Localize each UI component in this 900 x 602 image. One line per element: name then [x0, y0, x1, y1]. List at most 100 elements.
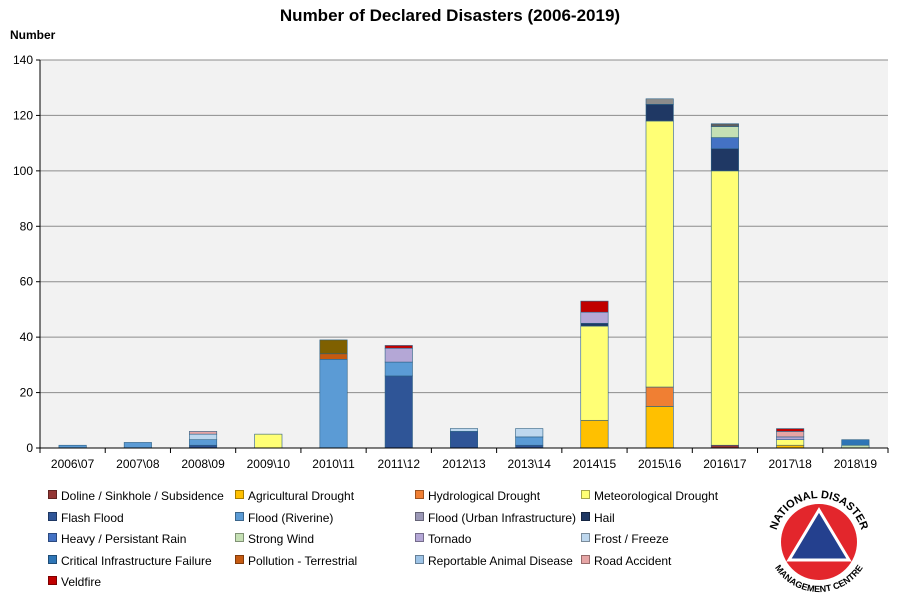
- x-tick-label: 2010\11: [312, 457, 355, 471]
- bar-segment: [580, 419, 609, 449]
- legend-item: Reportable Animal Disease: [415, 554, 573, 568]
- legend-label: Heavy / Persistant Rain: [61, 532, 187, 546]
- legend-label: Flash Flood: [61, 510, 124, 525]
- bar-segment: [450, 428, 478, 432]
- bar-segment: [123, 442, 152, 449]
- bar-segment: [645, 120, 674, 388]
- x-tick-label: 2018\19: [834, 457, 878, 471]
- x-tick-label: 2009\10: [247, 457, 291, 471]
- x-tick-label: 2008\09: [181, 457, 225, 471]
- legend-swatch: [235, 490, 244, 499]
- legend-swatch: [48, 490, 57, 499]
- bar-segment: [580, 311, 609, 324]
- legend-item: Flood (Riverine): [235, 511, 333, 525]
- legend-item: Strong Wind: [235, 532, 314, 546]
- x-tick-label: 2013\14: [508, 457, 552, 471]
- legend-item: Critical Infrastructure Failure: [48, 554, 212, 568]
- bar-segment: [645, 386, 674, 407]
- legend-label: Flood (Riverine): [248, 510, 334, 525]
- legend-label: Critical Infrastructure Failure: [61, 553, 212, 568]
- legend-item: Meteorological Drought: [581, 489, 718, 503]
- legend-swatch: [415, 554, 424, 564]
- legend-label: Reportable Animal Disease: [428, 553, 573, 568]
- bar-segment: [384, 345, 413, 349]
- bar-segment: [645, 406, 674, 449]
- bar-segment: [645, 104, 674, 122]
- bar-segment: [710, 137, 739, 149]
- legend-swatch: [48, 576, 57, 585]
- legend-label: Strong Wind: [248, 532, 315, 546]
- legend-label: Agricultural Drought: [248, 489, 355, 503]
- chart-plot: 0 20 40 60 80 100 120 140 2006\07 2007\08 2008\09 2…: [13, 53, 889, 471]
- legend-swatch: [581, 490, 590, 499]
- legend-item: Veldfire: [48, 575, 101, 589]
- bar-segment: [384, 347, 413, 363]
- legend-swatch: [235, 554, 244, 564]
- x-tick-label: 2012\13: [442, 457, 486, 471]
- y-tick-label: 100: [13, 164, 33, 178]
- x-tick-label: 2015\16: [638, 457, 682, 471]
- chart-legend: Doline / Sinkhole / Subsidence Agricultur…: [48, 489, 748, 599]
- legend-swatch: [48, 511, 57, 521]
- x-tick-label: 2007\08: [116, 457, 160, 471]
- legend-swatch: [235, 511, 244, 521]
- bar-segment: [319, 359, 348, 449]
- x-tick-label: 2016\17: [703, 457, 747, 471]
- logo-triangle-icon: [786, 507, 852, 562]
- bar-segment: [384, 361, 413, 377]
- bar-segment: [189, 433, 218, 440]
- legend-item: Frost / Freeze: [581, 532, 669, 546]
- bar-segment: [645, 98, 674, 105]
- legend-label: Hail: [594, 510, 615, 525]
- legend-item: Agricultural Drought: [235, 489, 354, 503]
- legend-swatch: [415, 490, 424, 499]
- legend-label: Doline / Sinkhole / Subsidence: [61, 489, 224, 503]
- bar-segment: [710, 123, 739, 127]
- legend-swatch: [581, 511, 590, 521]
- legend-item: Hydrological Drought: [415, 489, 540, 503]
- bar-segment: [710, 126, 739, 138]
- chart-title: Number of Declared Disasters (2006-2019): [279, 6, 621, 25]
- legend-swatch: [581, 554, 590, 564]
- legend-swatch: [415, 511, 424, 521]
- legend-swatch: [235, 533, 244, 542]
- legend-swatch: [48, 533, 57, 542]
- legend-item: Tornado: [415, 532, 471, 546]
- legend-swatch: [48, 554, 57, 564]
- bar-segment: [515, 428, 544, 438]
- legend-label: Veldfire: [61, 575, 102, 589]
- bar-segment: [776, 431, 805, 438]
- legend-item: Road Accident: [581, 554, 671, 568]
- bar-segment: [319, 353, 348, 360]
- legend-item: Pollution - Terrestrial: [235, 554, 357, 568]
- legend-label: Road Accident: [594, 553, 672, 568]
- legend-item: Doline / Sinkhole / Subsidence: [48, 489, 224, 503]
- legend-label: Tornado: [428, 532, 472, 546]
- bar-segment: [189, 431, 218, 435]
- bar-segment: [580, 322, 609, 327]
- bar-segment: [450, 431, 478, 449]
- bar-segment: [710, 170, 739, 446]
- bar-segment: [384, 375, 413, 449]
- x-tick-label: 2017\18: [768, 457, 812, 471]
- x-tick-label: 2006\07: [51, 457, 95, 471]
- legend-label: Flood (Urban Infrastructure): [428, 510, 577, 525]
- bar-segment: [580, 325, 609, 421]
- legend-label: Hydrological Drought: [428, 489, 541, 503]
- x-tick-label: 2014\15: [573, 457, 617, 471]
- bar-segment: [841, 439, 870, 446]
- y-tick-label: 40: [20, 330, 34, 344]
- bar-segment: [776, 428, 805, 432]
- x-tick-label: 2011\12: [378, 457, 421, 471]
- bar-segment: [189, 439, 218, 446]
- bar-segment: [319, 339, 348, 355]
- bar-segment: [776, 439, 805, 446]
- legend-item: Flood (Urban Infrastructure): [415, 511, 576, 525]
- legend-item: Hail: [581, 511, 615, 525]
- legend-item: Flash Flood: [48, 511, 124, 525]
- y-axis-label: Number: [10, 28, 56, 42]
- y-tick-label: 20: [20, 386, 34, 400]
- bar-segment: [776, 436, 805, 440]
- bar-segment: [515, 436, 544, 446]
- legend-item: Heavy / Persistant Rain: [48, 532, 186, 546]
